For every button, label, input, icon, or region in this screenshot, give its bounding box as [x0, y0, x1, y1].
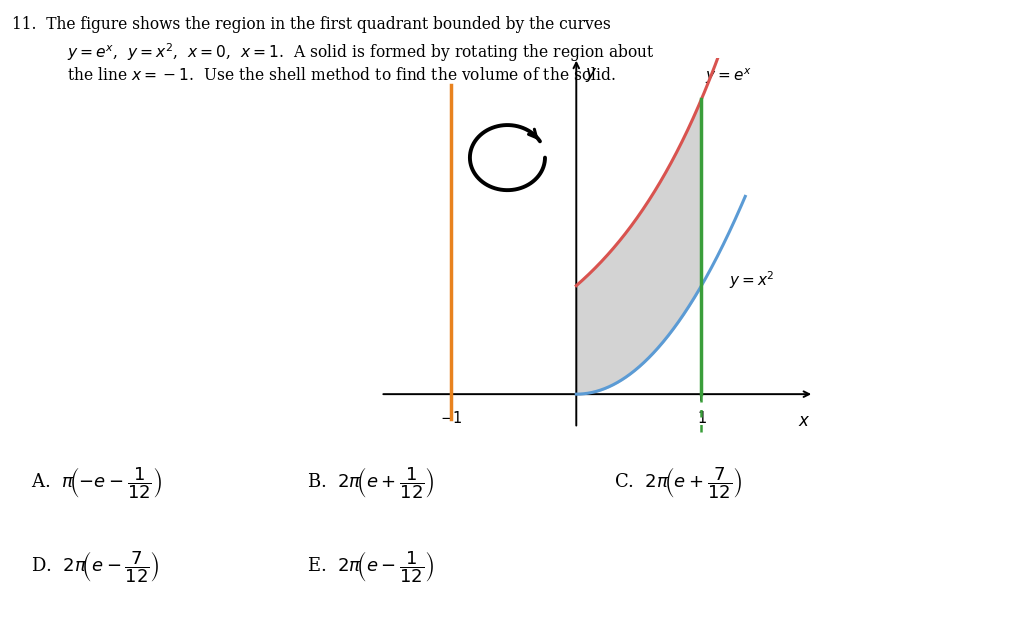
Text: $-1$: $-1$: [440, 410, 462, 426]
Text: E.  $2\pi\!\left(e - \dfrac{1}{12}\right)$: E. $2\pi\!\left(e - \dfrac{1}{12}\right)…: [307, 549, 434, 585]
Text: $1$: $1$: [696, 410, 707, 426]
Text: B.  $2\pi\!\left(e + \dfrac{1}{12}\right)$: B. $2\pi\!\left(e + \dfrac{1}{12}\right)…: [307, 465, 435, 501]
Text: the line $x = -1$.  Use the shell method to find the volume of the solid.: the line $x = -1$. Use the shell method …: [67, 67, 615, 84]
Text: $y = x^2$: $y = x^2$: [729, 270, 774, 291]
Text: D.  $2\pi\!\left(e - \dfrac{7}{12}\right)$: D. $2\pi\!\left(e - \dfrac{7}{12}\right)…: [31, 549, 160, 585]
Text: C.  $2\pi\!\left(e + \dfrac{7}{12}\right)$: C. $2\pi\!\left(e + \dfrac{7}{12}\right)…: [614, 465, 742, 501]
Text: 11.  The figure shows the region in the first quadrant bounded by the curves: 11. The figure shows the region in the f…: [12, 16, 611, 33]
Text: A.  $\pi\!\left(-e - \dfrac{1}{12}\right)$: A. $\pi\!\left(-e - \dfrac{1}{12}\right)…: [31, 465, 162, 501]
Text: $y = e^x$,  $y = x^2$,  $x = 0$,  $x = 1$.  A solid is formed by rotating the re: $y = e^x$, $y = x^2$, $x = 0$, $x = 1$. …: [67, 42, 654, 64]
Text: $x$: $x$: [798, 413, 810, 429]
Text: $y = e^x$: $y = e^x$: [706, 67, 752, 86]
Text: $y$: $y$: [585, 67, 597, 85]
